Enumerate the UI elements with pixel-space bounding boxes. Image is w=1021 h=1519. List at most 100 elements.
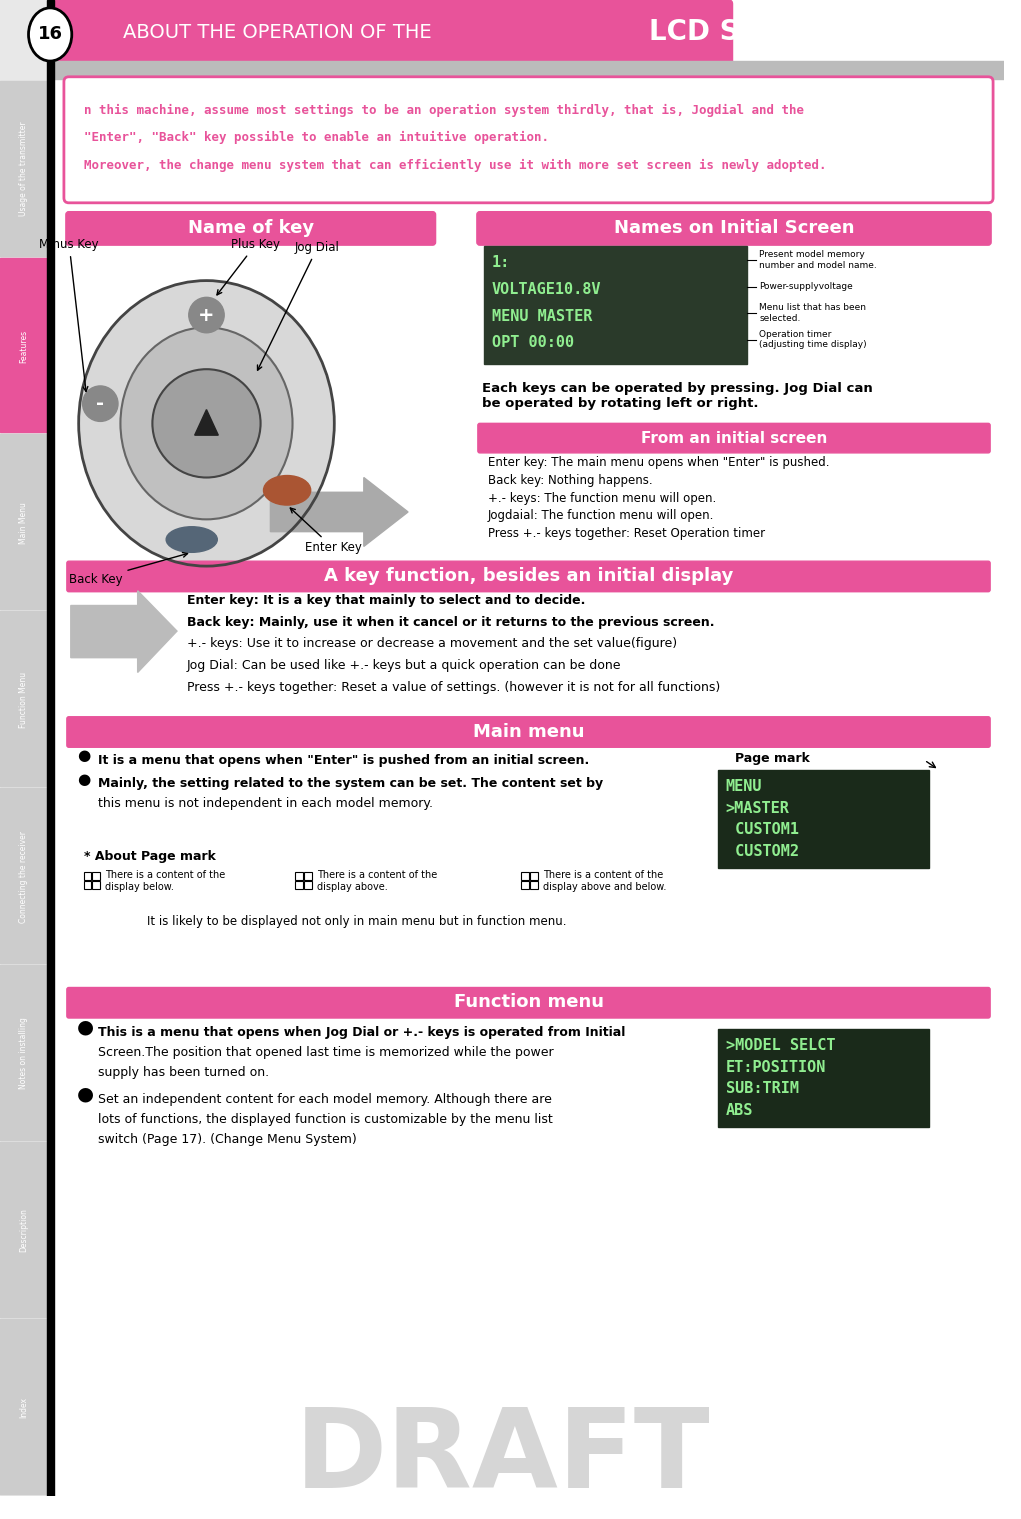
Text: ●: ● [77,1018,94,1037]
Bar [530,881,538,889]
Text: Menu list that has been
selected.: Menu list that has been selected. [759,304,866,322]
Text: Features: Features [19,330,29,363]
Bar [530,872,538,880]
Text: >MODEL SELCT: >MODEL SELCT [726,1037,835,1053]
Text: OPT 00:00: OPT 00:00 [492,336,574,349]
Text: Minus Key: Minus Key [40,238,99,392]
Text: CUSTOM2: CUSTOM2 [726,845,798,860]
Text: It is likely to be displayed not only in main menu but in function menu.: It is likely to be displayed not only in… [147,914,567,928]
Text: MENU MASTER: MENU MASTER [492,308,592,324]
Ellipse shape [166,527,217,553]
Text: Jogdaial: The function menu will open.: Jogdaial: The function menu will open. [488,509,714,523]
Text: Press +.- keys together: Reset Operation timer: Press +.- keys together: Reset Operation… [488,527,765,541]
FancyBboxPatch shape [478,424,990,453]
Bar [84,872,92,880]
FancyBboxPatch shape [718,770,929,869]
Text: Back Key: Back Key [68,553,188,586]
Text: supply has been turned on.: supply has been turned on. [98,1066,270,1078]
Text: ABOUT THE OPERATION OF THE: ABOUT THE OPERATION OF THE [123,23,438,43]
Circle shape [189,298,225,333]
Text: VOLTAGE10.8V: VOLTAGE10.8V [492,283,601,296]
FancyBboxPatch shape [66,987,990,1018]
FancyBboxPatch shape [66,717,990,747]
Bar [0,1142,47,1317]
Ellipse shape [29,8,71,61]
Bar [0,434,47,609]
Text: Usage of the transmitter: Usage of the transmitter [19,122,29,217]
Text: Connecting the receiver: Connecting the receiver [19,831,29,922]
Text: There is a content of the
display above and below.: There is a content of the display above … [543,870,666,892]
Text: Function menu: Function menu [454,993,604,1012]
Text: Present model memory
number and model name.: Present model memory number and model na… [759,251,877,269]
Text: Notes on installing: Notes on installing [19,1018,29,1089]
Bar [0,258,47,433]
Bar [93,881,100,889]
Text: lots of functions, the displayed function is customizable by the menu list: lots of functions, the displayed functio… [98,1113,553,1126]
Text: It is a menu that opens when "Enter" is pushed from an initial screen.: It is a menu that opens when "Enter" is … [98,753,589,767]
Text: ●: ● [77,1085,94,1104]
Text: Enter key: The main menu opens when "Enter" is pushed.: Enter key: The main menu opens when "Ent… [488,456,829,469]
FancyBboxPatch shape [66,561,990,592]
Text: Moreover, the change menu system that can efficiently use it with more set scree: Moreover, the change menu system that ca… [84,159,826,172]
Text: >MASTER: >MASTER [726,801,789,816]
FancyBboxPatch shape [64,77,993,204]
Bar [84,881,92,889]
Text: Page mark: Page mark [735,752,811,764]
Text: Mainly, the setting related to the system can be set. The content set by: Mainly, the setting related to the syste… [98,778,603,790]
Text: A key function, besides an initial display: A key function, besides an initial displ… [325,567,734,585]
Text: * About Page mark: * About Page mark [84,851,215,863]
Bar [47,0,54,1496]
Bar [295,872,303,880]
Text: MENU: MENU [726,779,762,794]
Circle shape [83,386,118,421]
Bar [0,1318,47,1493]
Text: Main Menu: Main Menu [19,501,29,544]
Text: Back key: Nothing happens.: Back key: Nothing happens. [488,474,652,488]
Bar [93,872,100,880]
Text: From an initial screen: From an initial screen [641,430,828,445]
Bar [0,965,47,1139]
Text: Set an independent content for each model memory. Although there are: Set an independent content for each mode… [98,1094,552,1106]
Text: Power-supplyvoltage: Power-supplyvoltage [759,283,853,292]
Bar [0,611,47,787]
Text: Jog Dial: Jog Dial [257,242,340,371]
FancyBboxPatch shape [477,211,991,245]
Text: Main menu: Main menu [474,723,585,741]
Text: Index: Index [19,1396,29,1417]
Text: Jog Dial: Can be used like +.- keys but a quick operation can be done: Jog Dial: Can be used like +.- keys but … [187,659,622,671]
FancyBboxPatch shape [51,0,732,65]
Ellipse shape [120,328,293,519]
Polygon shape [70,591,177,673]
Text: 1:: 1: [492,255,509,270]
Bar [521,881,529,889]
Text: Press +.- keys together: Reset a value of settings. (however it is not for all f: Press +.- keys together: Reset a value o… [187,681,720,694]
Text: Screen.The position that opened last time is memorized while the power: Screen.The position that opened last tim… [98,1047,554,1059]
Text: Function Menu: Function Menu [19,671,29,728]
Text: Names on Initial Screen: Names on Initial Screen [615,219,855,237]
Bar [304,872,311,880]
Text: SUB:TRIM: SUB:TRIM [726,1082,798,1097]
Text: Each keys can be operated by pressing. Jog Dial can
be operated by rotating left: Each keys can be operated by pressing. J… [482,381,873,410]
Bar [0,81,47,255]
Ellipse shape [79,281,334,567]
Text: 16: 16 [38,26,62,44]
Bar [54,61,1004,79]
Text: ET:POSITION: ET:POSITION [726,1060,826,1075]
Polygon shape [195,410,218,434]
Text: Operation timer
(adjusting time display): Operation timer (adjusting time display) [759,330,867,349]
Bar [295,881,303,889]
Text: This is a menu that opens when Jog Dial or +.- keys is operated from Initial: This is a menu that opens when Jog Dial … [98,1027,626,1039]
Polygon shape [271,477,408,547]
Text: -: - [96,393,104,413]
Text: switch (Page 17). (Change Menu System): switch (Page 17). (Change Menu System) [98,1133,357,1145]
Text: Back key: Mainly, use it when it cancel or it returns to the previous screen.: Back key: Mainly, use it when it cancel … [187,615,715,629]
Text: There is a content of the
display above.: There is a content of the display above. [317,870,437,892]
Text: DRAFT: DRAFT [295,1404,711,1510]
Text: Enter Key: Enter Key [290,507,361,554]
Text: Name of key: Name of key [188,219,313,237]
Text: Plus Key: Plus Key [217,238,280,295]
Bar [521,872,529,880]
FancyBboxPatch shape [484,246,747,365]
Text: LCD SCREEN: LCD SCREEN [649,18,842,47]
Text: There is a content of the
display below.: There is a content of the display below. [105,870,226,892]
